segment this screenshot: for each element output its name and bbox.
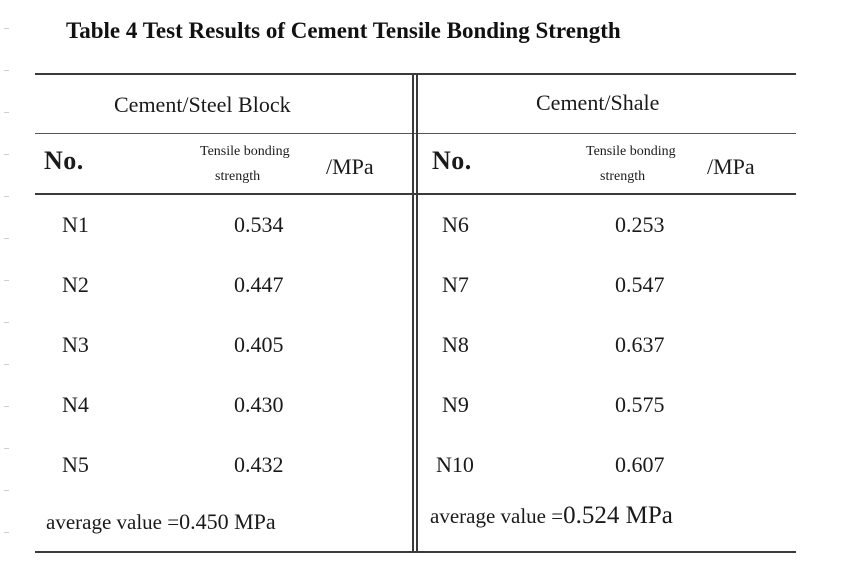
row-value-n2: 0.447 [234,272,284,297]
table-bottom-rule [35,551,796,553]
row-no-n6: N6 [442,212,469,237]
col-header-unit-right: /MPa [707,154,755,179]
row-value-n7: 0.547 [615,272,665,297]
row-no-n7: N7 [442,272,469,297]
group-divider-right [416,75,418,552]
row-value-n4: 0.430 [234,392,284,417]
average-value-left: 0.450 MPa [179,509,276,534]
row-no-n8: N8 [442,332,469,357]
row-value-n9: 0.575 [615,392,665,417]
column-header-rule [35,193,796,195]
row-value-n8: 0.637 [615,332,665,357]
col-header-value-line2-right: strength [600,169,646,184]
row-no-n2: N2 [62,272,89,297]
row-value-n5: 0.432 [234,452,284,477]
group-header-cement-shale: Cement/Shale [536,90,660,115]
row-no-n3: N3 [62,332,89,357]
row-value-n1: 0.534 [234,212,284,237]
group-header-cement-steel: Cement/Steel Block [114,92,291,117]
col-header-value-line1-right: Tensile bonding [586,144,676,159]
row-value-n6: 0.253 [615,212,665,237]
col-header-value-line2-left: strength [215,169,261,184]
col-header-no-right: No. [432,146,472,175]
row-no-n5: N5 [62,452,89,477]
average-label-right: average value = [430,504,564,528]
row-no-n10: N10 [436,452,474,477]
row-no-n1: N1 [62,212,89,237]
table-top-rule [35,73,796,75]
col-header-no-left: No. [44,146,84,175]
table-title: Table 4 Test Results of Cement Tensile B… [66,18,621,43]
average-label-left: average value = [46,510,180,534]
average-right: average value =0.524 MPa [430,502,673,530]
row-value-n10: 0.607 [615,452,665,477]
row-no-n9: N9 [442,392,469,417]
group-divider-left [412,75,414,552]
col-header-value-line1-left: Tensile bonding [200,144,290,159]
average-left: average value =0.450 MPa [46,509,276,535]
row-no-n4: N4 [62,392,89,417]
row-value-n3: 0.405 [234,332,284,357]
average-value-right: 0.524 MPa [563,502,673,529]
group-header-rule [35,133,796,134]
col-header-unit-left: /MPa [326,154,374,179]
